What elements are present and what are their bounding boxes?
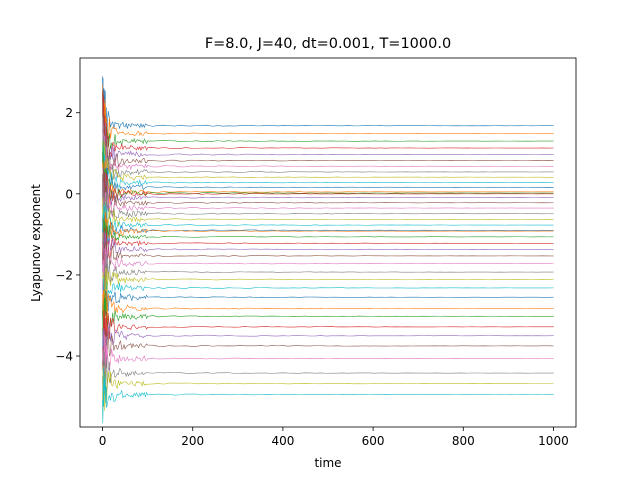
series-line-32	[102, 289, 554, 341]
y-tick-label: 0	[65, 187, 73, 201]
series-line-10	[102, 145, 554, 193]
x-axis-label: time	[314, 456, 341, 470]
series-line-15	[102, 168, 554, 215]
y-tick-label: 2	[65, 106, 73, 120]
series-line-13	[102, 140, 554, 206]
series-line-20	[102, 202, 554, 243]
series-line-17	[102, 180, 554, 233]
series-line-12	[102, 154, 554, 204]
x-tick-label: 1000	[538, 434, 569, 448]
series-line-2	[102, 84, 554, 143]
y-tick-label: −2	[55, 268, 73, 282]
series-line-31	[102, 287, 554, 349]
series-line-21	[102, 213, 554, 254]
series-line-40	[102, 367, 554, 424]
series-line-36	[102, 329, 554, 373]
series-line-37	[102, 334, 554, 382]
series-line-26	[102, 239, 554, 296]
x-tick-label: 800	[452, 434, 475, 448]
series-line-1	[102, 76, 554, 141]
series-line-30	[102, 277, 554, 318]
series-line-24	[102, 226, 554, 290]
series-line-3	[102, 92, 554, 155]
series-line-11	[102, 151, 554, 199]
series-line-39	[102, 365, 554, 419]
series-line-29	[102, 267, 554, 303]
y-axis-label: Lyapunov exponent	[29, 184, 43, 302]
axes-layer: 0 200 400 600 800 1000 −4 −2 0 2	[55, 57, 577, 448]
chart-title: F=8.0, J=40, dt=0.001, T=1000.0	[205, 36, 451, 52]
x-tick-label: 400	[271, 434, 294, 448]
x-tick-label: 200	[181, 434, 204, 448]
series-line-28	[102, 253, 554, 322]
series-line-23	[102, 218, 554, 277]
x-tick-label: 600	[362, 434, 385, 448]
plot-frame	[79, 57, 577, 428]
x-tick-label: 0	[99, 434, 107, 448]
series-line-27	[102, 245, 554, 306]
series-line-5	[102, 106, 554, 170]
series-layer	[102, 76, 554, 424]
series-line-7	[102, 120, 554, 180]
series-line-38	[102, 348, 554, 403]
series-line-22	[102, 211, 554, 251]
series-line-16	[102, 169, 554, 214]
y-tick-label: −4	[55, 350, 73, 364]
series-line-8	[102, 122, 554, 188]
series-line-35	[102, 322, 554, 372]
series-line-34	[102, 309, 554, 367]
series-line-18	[102, 174, 554, 236]
series-line-33	[102, 291, 554, 336]
series-line-25	[102, 230, 554, 280]
